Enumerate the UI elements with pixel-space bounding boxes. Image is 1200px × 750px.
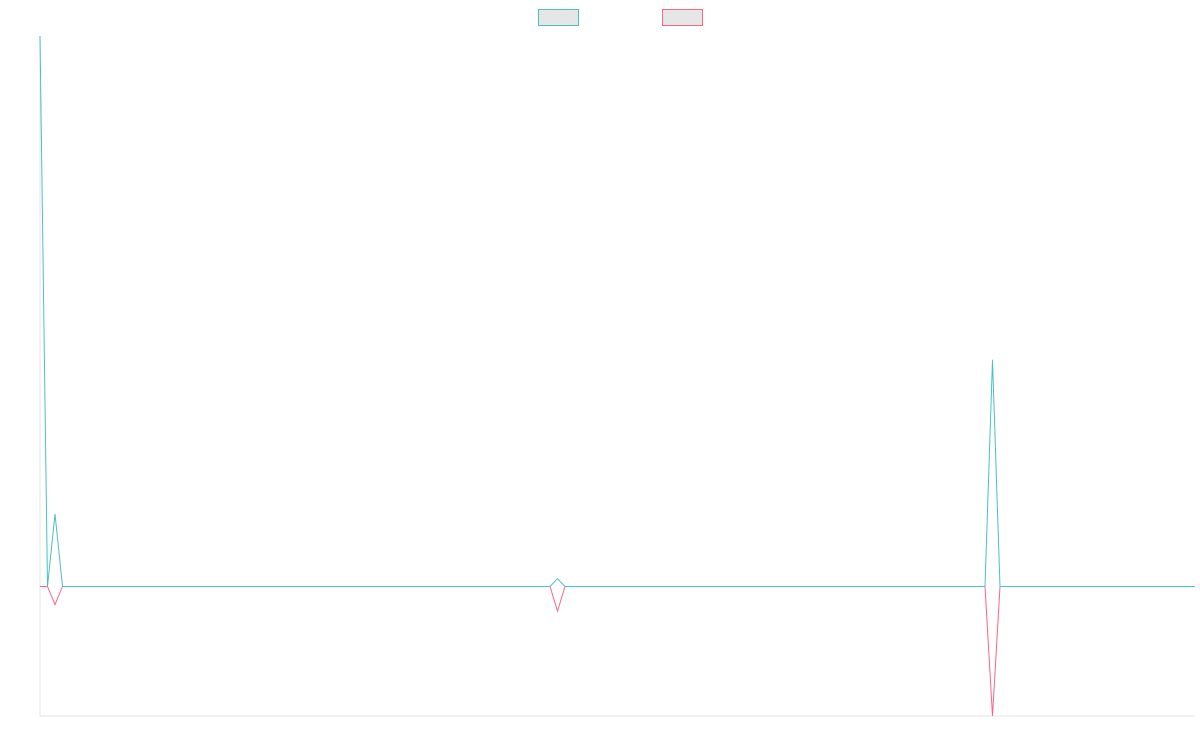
legend xyxy=(538,9,703,26)
legend-item-1[interactable] xyxy=(538,9,579,26)
series-line-2 xyxy=(40,585,1195,717)
legend-swatch-1 xyxy=(538,9,579,26)
series-layer xyxy=(39,35,1195,717)
legend-swatch-2 xyxy=(662,9,703,26)
legend-item-2[interactable] xyxy=(662,9,703,26)
axes xyxy=(39,36,1195,717)
series-line-1 xyxy=(39,35,1195,587)
